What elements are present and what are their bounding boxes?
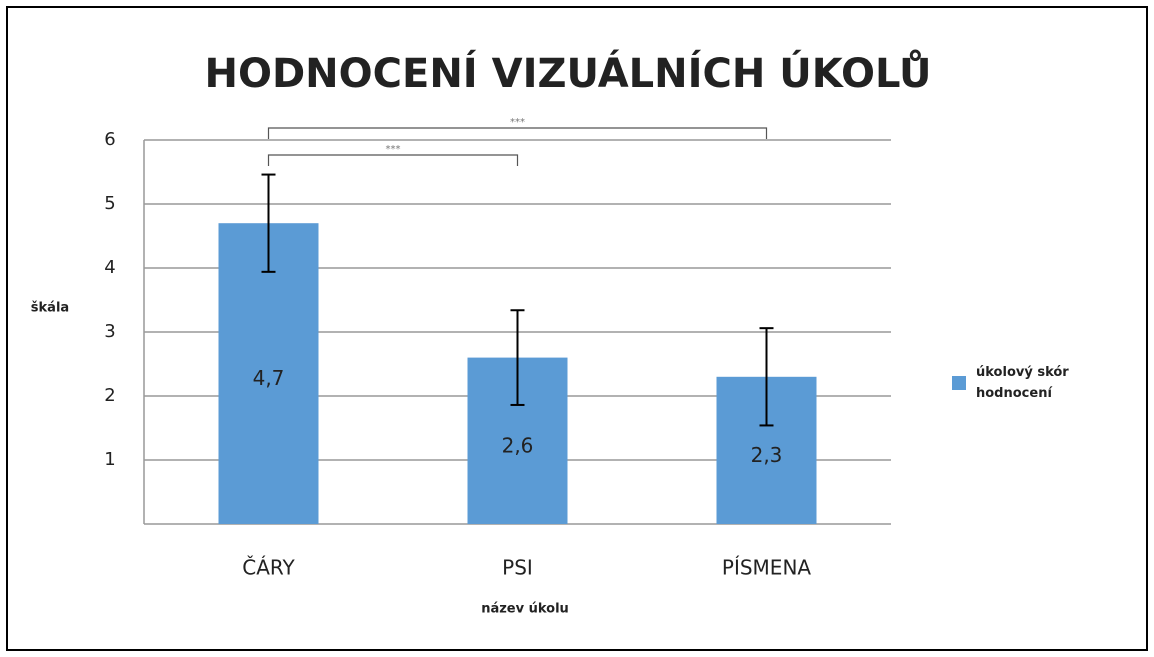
significance-bracket: [267, 127, 768, 139]
value-label: 2,6: [502, 433, 534, 457]
significance-bracket: [267, 154, 519, 166]
frame: [6, 6, 1148, 651]
x-tick-label: PÍSMENA: [722, 556, 812, 580]
y-tick-label: 5: [104, 193, 115, 214]
y-axis-label: škála: [31, 301, 69, 316]
x-axis-label: název úkolu: [481, 602, 569, 617]
bar: [218, 223, 319, 524]
legend-swatch: [952, 376, 966, 390]
y-tick-label: 4: [104, 257, 115, 278]
significance-label: ***: [510, 117, 525, 128]
y-tick-label: 3: [104, 321, 115, 342]
value-label: 2,3: [751, 443, 783, 467]
chart-title: HODNOCENÍ VIZUÁLNÍCH ÚKOLŮ: [204, 48, 931, 97]
legend-label: úkolový skór hodnocení: [976, 365, 1069, 401]
y-tick-label: 6: [104, 129, 115, 150]
x-tick-label: ČÁRY: [242, 556, 295, 580]
y-tick-label: 1: [104, 449, 115, 470]
legend: úkolový skór hodnocení: [952, 362, 1072, 404]
x-tick-label: PSI: [502, 556, 533, 580]
y-tick-label: 2: [104, 385, 115, 406]
significance-label: ***: [386, 144, 401, 155]
value-label: 4,7: [253, 366, 285, 390]
